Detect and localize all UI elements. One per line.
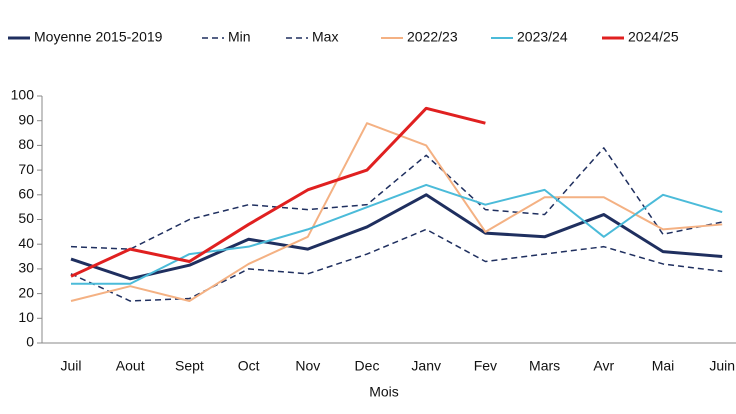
y-tick-label: 70 (18, 161, 34, 177)
y-tick-label: 90 (18, 111, 34, 127)
x-axis-label: Mois (369, 384, 399, 400)
legend-label: 2023/24 (517, 29, 568, 45)
y-tick-label: 80 (18, 136, 34, 152)
y-tick-label: 100 (11, 87, 35, 103)
y-tick-label: 40 (18, 235, 34, 251)
series-line (70, 193, 723, 281)
x-tick-label: Aout (116, 358, 145, 374)
legend-label: 2022/23 (407, 29, 458, 45)
legend-label: Min (228, 29, 251, 45)
y-tick-label: 30 (18, 260, 34, 276)
legend-label: Max (312, 29, 338, 45)
x-tick-label: Nov (295, 358, 320, 374)
x-tick-label: Sept (175, 358, 204, 374)
x-tick-label: Fev (474, 358, 497, 374)
x-tick-label: Juil (60, 358, 81, 374)
x-tick-label: Oct (238, 358, 260, 374)
series-line (70, 122, 723, 303)
y-tick-label: 50 (18, 210, 34, 226)
y-tick-label: 0 (26, 334, 34, 350)
x-tick-label: Avr (593, 358, 614, 374)
legend-label: 2024/25 (628, 29, 679, 45)
x-tick-label: Dec (355, 358, 380, 374)
x-tick-label: Juin (709, 358, 735, 374)
x-tick-label: Mai (652, 358, 675, 374)
y-tick-label: 60 (18, 186, 34, 202)
x-tick-label: Mars (529, 358, 560, 374)
x-tick-label: Janv (411, 358, 441, 374)
y-tick-label: 20 (18, 284, 34, 300)
series-line (70, 147, 723, 250)
series-line (70, 106, 486, 278)
legend-label: Moyenne 2015-2019 (34, 29, 163, 45)
y-tick-label: 10 (18, 309, 34, 325)
